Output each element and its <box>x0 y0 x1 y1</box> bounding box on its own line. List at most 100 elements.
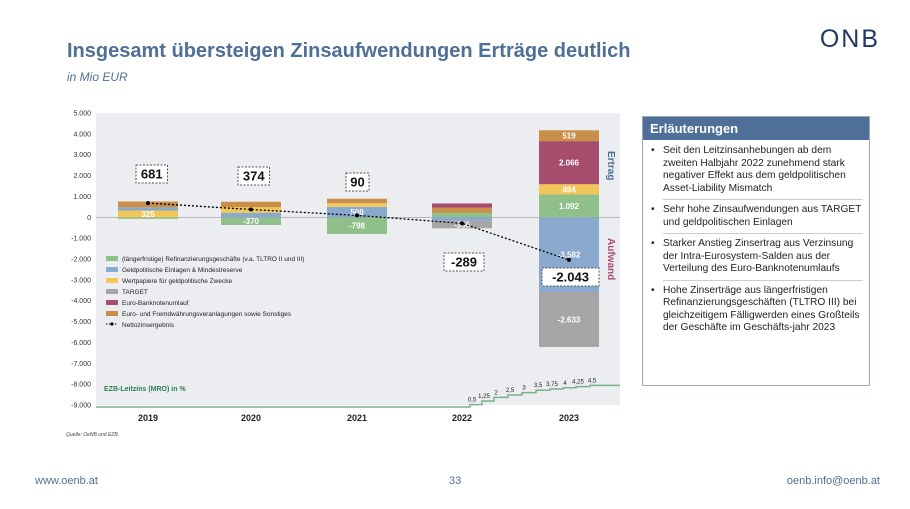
y-tick-label: -3.000 <box>71 277 91 284</box>
y-tick-label: -6.000 <box>71 340 91 347</box>
source-note: Quelle: OeNB und EZB. <box>66 432 120 438</box>
mro-step-label: 1,25 <box>478 394 490 400</box>
bar-segment-wp <box>539 184 599 195</box>
bar-segment-ltro <box>221 217 281 226</box>
bar-value-label: 500 <box>350 208 364 217</box>
footer-website-link[interactable]: www.oenb.at <box>35 475 98 487</box>
y-tick-label: -2.000 <box>71 257 91 264</box>
page-subtitle: in Mio EUR <box>67 70 128 84</box>
net-value-label: 681 <box>141 167 163 182</box>
aufwand-label: Aufwand <box>605 238 616 280</box>
y-tick-label: 4.000 <box>73 131 91 138</box>
footer-email-link[interactable]: oenb.info@oenb.at <box>786 475 880 487</box>
page-title: Insgesamt übersteigen Zinsaufwendungen E… <box>67 40 631 62</box>
y-tick-label: 5.000 <box>73 111 91 118</box>
bar-segment-wp <box>327 203 387 207</box>
x-tick-label: 2020 <box>241 413 261 423</box>
x-tick-label: 2019 <box>138 413 158 423</box>
legend-swatch-ltro <box>106 256 118 261</box>
y-tick-label: -7.000 <box>71 361 91 368</box>
net-interest-point <box>460 221 464 226</box>
bullet-item: Hohe Zinserträge aus längerfristigen Ref… <box>651 285 863 339</box>
mro-step-label: 3,5 <box>534 383 543 389</box>
mro-step-label: 4 <box>563 381 567 387</box>
bar-value-label: 2.066 <box>559 159 580 168</box>
x-tick-label: 2023 <box>559 413 579 423</box>
net-interest-point <box>567 257 571 262</box>
legend-label: Nettozinsergebnis <box>122 322 175 329</box>
bar-segment-ltro <box>118 217 178 219</box>
legend-swatch-einlagen <box>106 267 118 272</box>
mro-step-label: 3,75 <box>546 382 558 388</box>
legend-label: Wertpapiere für geldpolitische Zwecke <box>122 278 232 285</box>
legend-label: Euro-Banknotenumlauf <box>122 300 189 307</box>
mro-step-label: 2 <box>494 390 498 396</box>
mro-label: EZB-Leitzins (MRO) in % <box>104 386 186 393</box>
legend-swatch-wp <box>106 278 118 283</box>
net-value-box <box>135 164 168 184</box>
bar-segment-einlagen <box>118 207 178 211</box>
bullet-item: Starker Anstieg Zinsertrag aus Verzinsun… <box>651 238 863 281</box>
bar-value-label: 494 <box>562 185 576 194</box>
bar-segment-einlagen <box>221 212 281 218</box>
bar-segment-target <box>539 291 599 347</box>
mro-step-label: 4,5 <box>588 378 597 384</box>
chart-area: 5.000 4.000 3.000 2.000 1.000 0 -1.000 -2.000 -3… <box>60 103 624 433</box>
net-interest-point <box>355 213 359 218</box>
bar-value-label: -798 <box>349 222 366 231</box>
bar-segment-ltro <box>539 194 599 218</box>
x-tick-label: 2021 <box>347 413 367 423</box>
y-tick-label: -9.000 <box>71 403 91 410</box>
mro-step-label: 3 <box>522 386 526 392</box>
bullet-list: Seit den Leitzinsanhebungen ab dem zweit… <box>643 145 869 339</box>
y-tick-label: 1.000 <box>73 194 91 201</box>
bar-segment-einlagen <box>432 217 492 221</box>
net-interest-point <box>249 207 253 212</box>
legend-marker-net <box>110 322 114 326</box>
y-tick-label: 3.000 <box>73 152 91 159</box>
bar-segment-ltro <box>327 217 387 234</box>
bar-value-label: -2.633 <box>558 315 581 324</box>
bar-segment-fx <box>221 201 281 208</box>
bar-segment-fx <box>432 207 492 213</box>
bar-segment-ltro <box>432 212 492 218</box>
bar-segment-einlagen <box>327 206 387 218</box>
legend-swatch-fx <box>106 311 118 316</box>
legend-label: TARGET <box>122 289 148 296</box>
x-tick-label: 2022 <box>452 413 472 423</box>
bullet-item: Sehr hohe Zinsaufwendungen aus TARGET un… <box>651 204 863 234</box>
y-tick-label: 0 <box>87 215 91 222</box>
y-tick-label: 2.000 <box>73 173 91 180</box>
net-value-box <box>237 166 270 186</box>
net-value-box <box>541 267 600 287</box>
bar-value-label: -370 <box>243 217 260 226</box>
bar-segment-fx <box>539 130 599 142</box>
bar-value-label: 1.092 <box>559 202 580 211</box>
net-value-box <box>443 252 485 272</box>
net-interest-point <box>146 201 150 206</box>
bar-value-label: 519 <box>562 132 576 141</box>
mro-step-label: 4,25 <box>572 380 584 386</box>
explanation-panel: Erläuterungen Seit den Leitzinsanhebunge… <box>642 116 870 386</box>
net-value-label: -2.043 <box>552 270 589 285</box>
bar-value-label: 325 <box>141 210 155 219</box>
legend-label: Geldpolitische Einlagen & Mindestreserve <box>122 267 243 274</box>
bar-segment-banknoten <box>539 141 599 185</box>
bar-segment-banknoten <box>432 203 492 208</box>
y-tick-label: -5.000 <box>71 319 91 326</box>
page-number: 33 <box>449 475 462 487</box>
y-tick-label: -1.000 <box>71 236 91 243</box>
y-tick-label: -4.000 <box>71 298 91 305</box>
mro-step-label: 0,5 <box>468 398 477 404</box>
ertrag-label: Ertrag <box>605 151 616 180</box>
y-tick-label: -8.000 <box>71 382 91 389</box>
net-value-box <box>345 172 370 192</box>
bar-segment-wp <box>118 210 178 218</box>
interest-chart: 5.000 4.000 3.000 2.000 1.000 0 -1.000 -2.000 -3… <box>71 111 620 423</box>
oenb-logo: ONB <box>819 25 880 53</box>
plot-background <box>96 113 620 405</box>
bar-segment-fx <box>327 198 387 204</box>
legend-label: Euro- und Fremdwährungsveranlagungen sow… <box>122 311 292 318</box>
bar-value-label: -3.582 <box>558 251 581 260</box>
net-value-label: 90 <box>350 175 364 190</box>
